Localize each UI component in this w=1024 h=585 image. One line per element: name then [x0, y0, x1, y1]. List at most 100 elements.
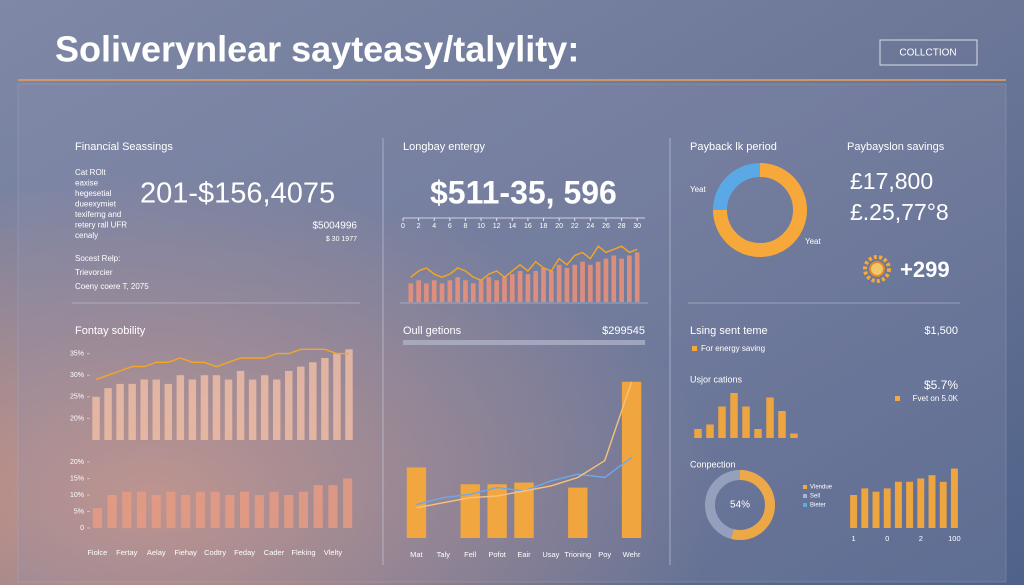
- panel-value: $1,500: [924, 325, 958, 337]
- chart-annotation: $5.7%: [924, 378, 958, 392]
- bar: [200, 375, 209, 440]
- x-tick-label: 0: [885, 534, 889, 543]
- bar: [140, 379, 148, 440]
- bar: [883, 488, 891, 528]
- bar: [568, 487, 588, 538]
- bar: [906, 481, 914, 528]
- donut-segment: [713, 163, 807, 257]
- chart-annotation: $299545: [602, 325, 645, 337]
- panel-title: Financial Seassings: [75, 141, 173, 153]
- bar: [494, 280, 500, 302]
- y-tick-label: 35%: [70, 350, 84, 357]
- button-label[interactable]: COLLCTION: [899, 48, 956, 59]
- x-tick-label: 4: [432, 223, 436, 230]
- bar: [166, 491, 176, 528]
- x-tick-label: Fertay: [116, 548, 138, 557]
- bar: [195, 491, 205, 528]
- legend-swatch: [803, 503, 807, 507]
- x-tick-label: 26: [602, 223, 610, 230]
- x-tick-label: 18: [540, 223, 548, 230]
- bar: [285, 370, 293, 440]
- x-tick-label: Usay: [542, 550, 559, 559]
- bar: [424, 283, 429, 302]
- bar: [603, 258, 609, 302]
- chart-title: Conpection: [690, 459, 736, 469]
- bar: [850, 495, 858, 528]
- page-title: Soliverynlear sayteasy/talylity:: [55, 29, 579, 70]
- progress-track: [403, 340, 645, 345]
- bar: [541, 267, 546, 302]
- line: [416, 381, 633, 509]
- bar: [939, 481, 947, 528]
- bar: [718, 406, 726, 438]
- bar: [439, 283, 445, 302]
- kpi-delta: +299: [900, 257, 950, 282]
- legend-label: For energy saving: [701, 344, 765, 353]
- bar: [416, 280, 421, 302]
- bar: [928, 475, 936, 528]
- x-tick-label: 10: [477, 223, 485, 230]
- bar: [321, 357, 329, 440]
- bar: [345, 349, 353, 440]
- x-tick-label: 30: [633, 223, 641, 230]
- bar: [950, 468, 958, 528]
- x-tick-label: 6: [448, 223, 452, 230]
- bar: [514, 482, 534, 538]
- x-tick-label: 24: [586, 223, 594, 230]
- legend-swatch: [692, 346, 697, 351]
- gauge-label: 54%: [730, 500, 750, 511]
- x-tick-label: Eair: [517, 550, 531, 559]
- sub-kpi: $5004996: [313, 221, 358, 232]
- x-tick-label: Cader: [264, 548, 285, 557]
- legend-swatch: [803, 494, 807, 498]
- legend-swatch: [895, 396, 900, 401]
- main-panel: [17, 83, 1007, 583]
- bar: [533, 271, 539, 302]
- bar: [525, 274, 531, 302]
- x-tick-label: 28: [618, 223, 626, 230]
- legend-label: Vlendue: [810, 485, 833, 491]
- legend-label: Bieter: [810, 503, 826, 509]
- chart-title: Usjor cations: [690, 374, 743, 384]
- bar: [730, 393, 738, 438]
- bar: [284, 495, 294, 528]
- bar: [894, 481, 902, 528]
- bar: [588, 264, 593, 302]
- x-tick-label: Poy: [598, 550, 611, 559]
- y-tick-label: 0: [80, 525, 84, 532]
- bar: [694, 429, 702, 438]
- bar: [619, 258, 624, 302]
- x-tick-label: 2: [919, 534, 923, 543]
- y-tick-label: 10%: [70, 492, 84, 499]
- x-tick-label: 100: [948, 534, 961, 543]
- collection-button[interactable]: [879, 39, 978, 66]
- bar: [742, 406, 750, 438]
- kpi-value: £.25,77°8: [850, 199, 949, 225]
- bar: [210, 491, 220, 528]
- bar: [627, 255, 632, 302]
- note: cenaly: [75, 231, 98, 240]
- bar: [343, 478, 353, 528]
- y-tick-label: 15%: [70, 475, 84, 482]
- bar: [564, 267, 570, 302]
- bar: [766, 397, 774, 438]
- bar: [706, 424, 714, 438]
- gauge-arc: [731, 470, 775, 540]
- kpi-value: £17,800: [850, 168, 933, 194]
- bar: [790, 433, 798, 438]
- x-tick-label: 2: [417, 223, 421, 230]
- legend-swatch: [803, 485, 807, 489]
- kpi-value: 201-$156,4075: [140, 178, 335, 210]
- bar: [212, 375, 221, 440]
- bar: [128, 383, 136, 440]
- bar: [634, 252, 640, 302]
- bar: [136, 491, 147, 528]
- bar: [778, 411, 786, 438]
- bar: [333, 353, 341, 440]
- x-tick-label: 22: [571, 223, 579, 230]
- bar: [104, 388, 112, 440]
- gear-icon: [863, 255, 891, 283]
- bar: [455, 277, 460, 302]
- bar: [517, 271, 523, 302]
- note: Cat ROlt: [75, 168, 106, 177]
